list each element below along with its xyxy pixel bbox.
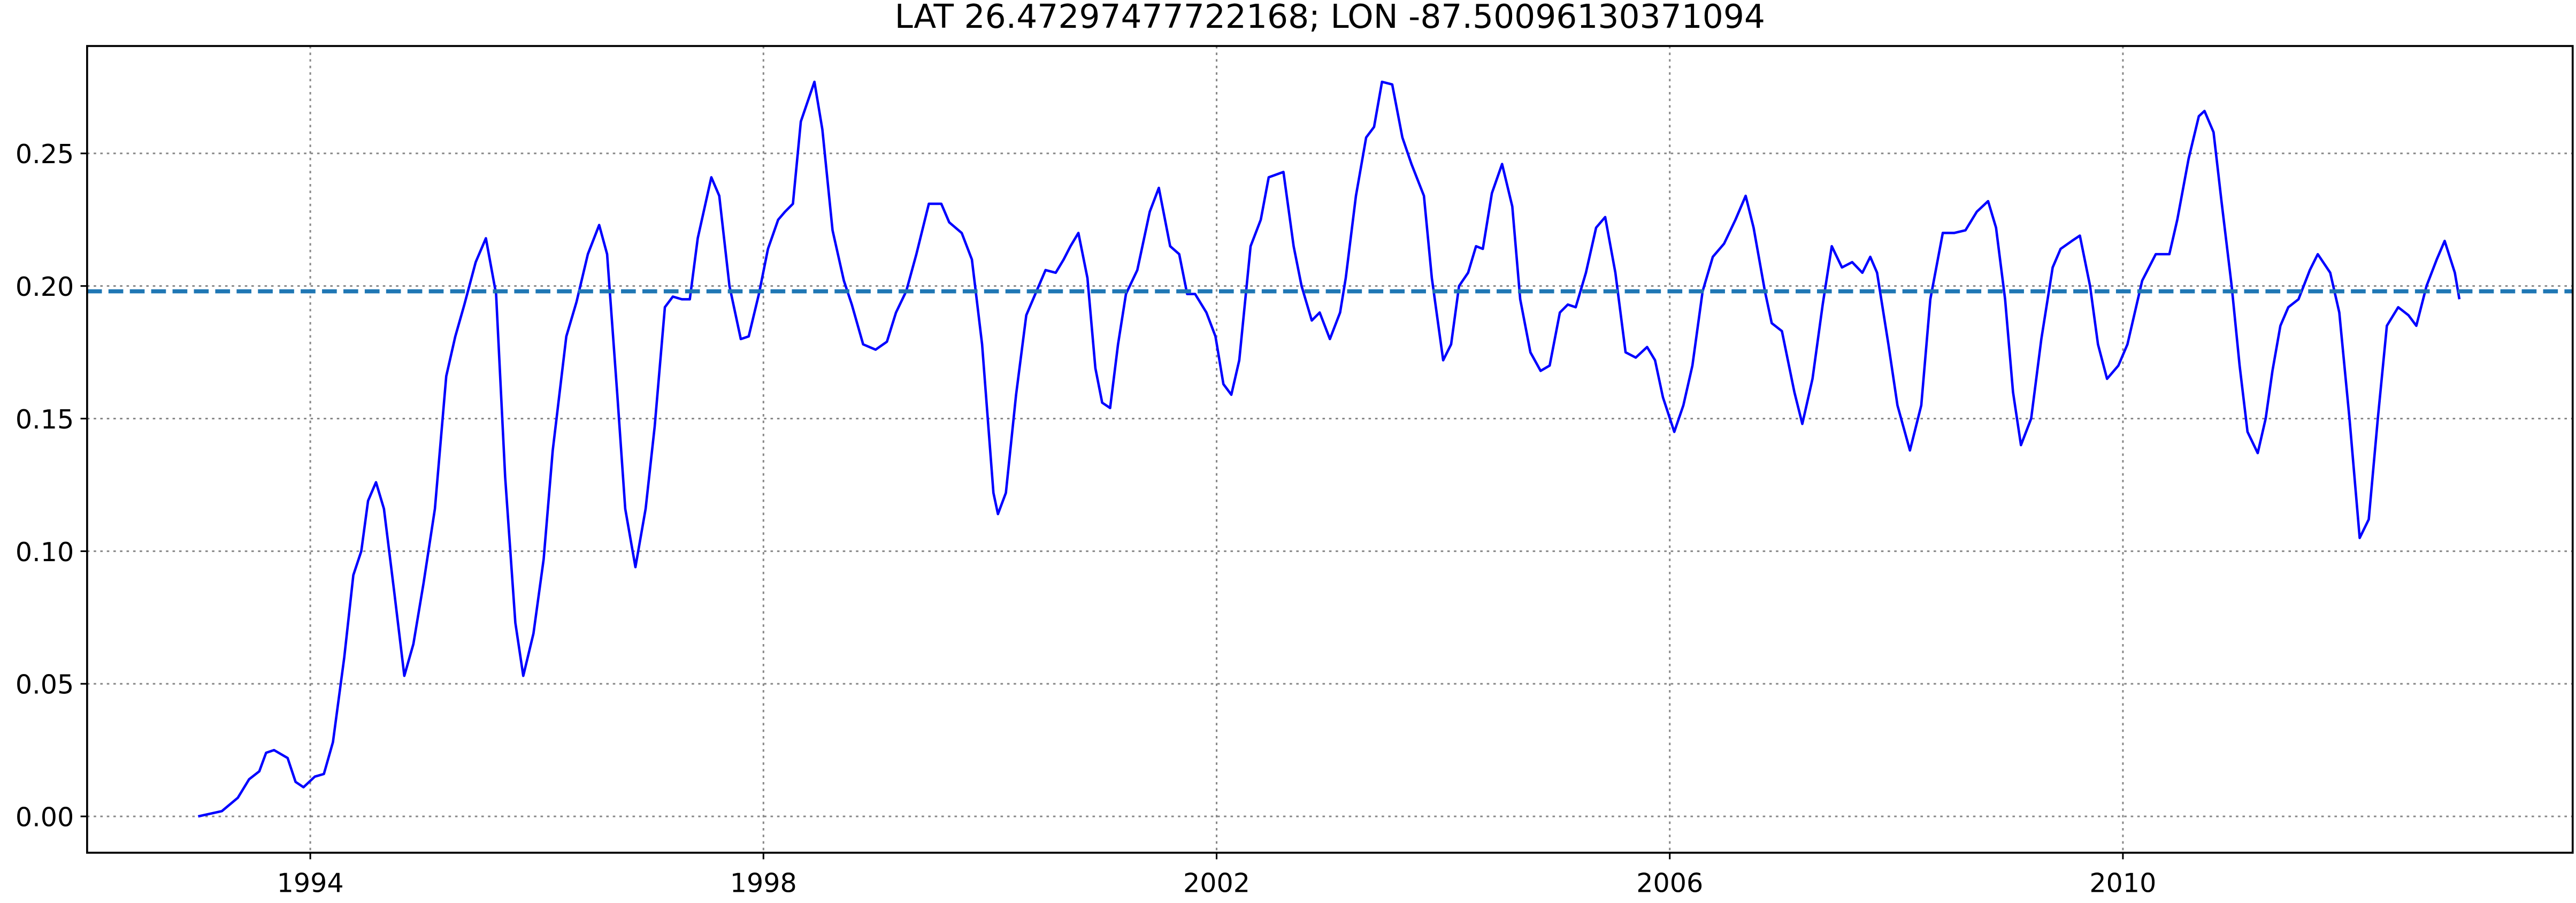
- y-tick-label: 0.05: [16, 669, 74, 700]
- chart-title: LAT 26.47297477722168; LON -87.500961303…: [895, 0, 1765, 36]
- x-tick-label: 2010: [2089, 868, 2156, 899]
- x-tick-label: 1998: [730, 868, 797, 899]
- data-line: [197, 80, 2461, 818]
- y-tick-label: 0.15: [16, 404, 74, 435]
- y-tick-label: 0.00: [16, 802, 74, 833]
- x-tick-label: 2006: [1636, 868, 1703, 899]
- y-tick-label: 0.20: [16, 271, 74, 302]
- y-tick-label: 0.25: [16, 139, 74, 170]
- x-tick-label: 1994: [277, 868, 344, 899]
- y-tick-label: 0.10: [16, 537, 74, 568]
- axes-frame: [86, 45, 2574, 854]
- x-tick-label: 2002: [1183, 868, 1250, 899]
